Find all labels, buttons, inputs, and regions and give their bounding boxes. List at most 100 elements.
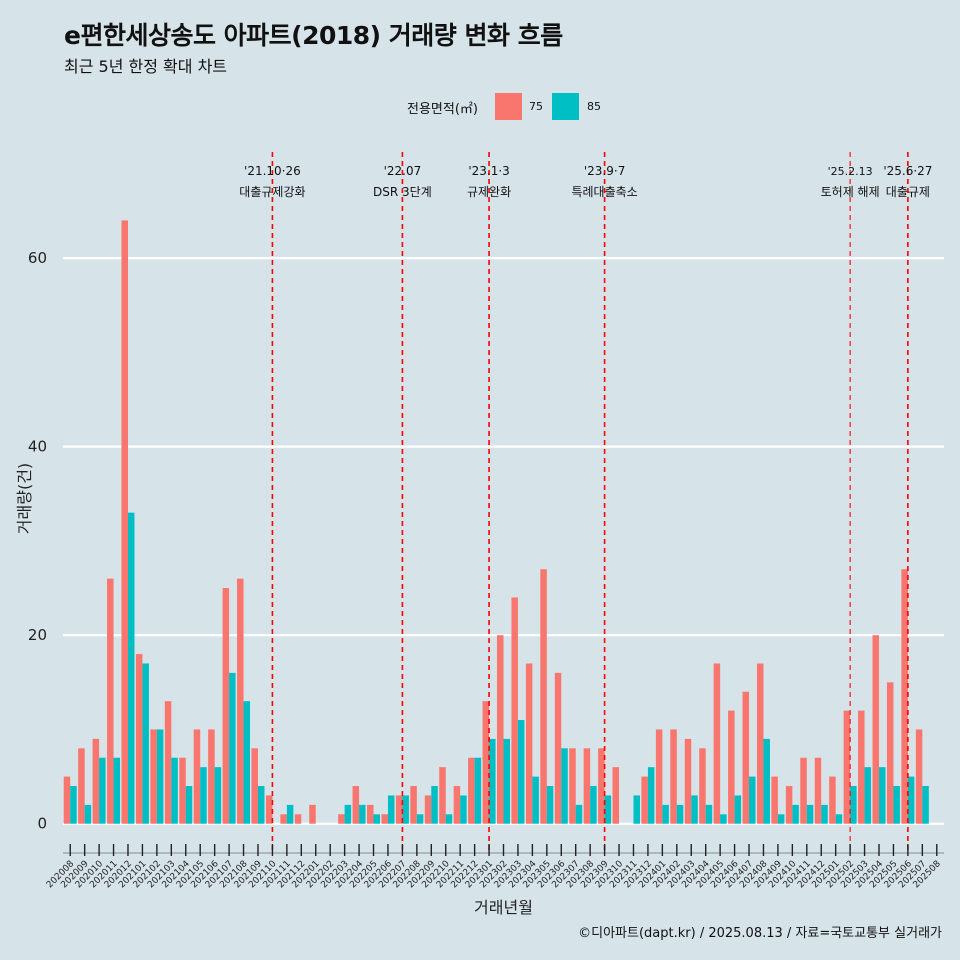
bar-75-202101 xyxy=(135,654,143,824)
bar-85-202102 xyxy=(156,729,164,824)
bar-75-202504 xyxy=(872,635,880,824)
bar-75-202111 xyxy=(280,814,287,824)
y-tick-label-40: 40 xyxy=(28,438,47,456)
bar-75-202310 xyxy=(612,767,620,824)
bar-85-202412 xyxy=(821,804,828,824)
chart-subtitle: 최근 5년 한정 확대 차트 xyxy=(64,57,228,76)
bar-85-202106 xyxy=(214,767,222,824)
legend-label-75: 75 xyxy=(529,100,543,113)
bar-85-202109 xyxy=(257,786,265,824)
y-axis-title: 거래량(건) xyxy=(15,463,34,534)
bar-75-202112 xyxy=(294,814,302,824)
bar-75-202407 xyxy=(742,691,750,824)
bar-85-202501 xyxy=(835,814,843,824)
bar-85-202105 xyxy=(200,767,207,824)
legend-key-85 xyxy=(552,93,579,120)
event-date-202506: '25.6·27 xyxy=(883,164,932,178)
bar-75-202210 xyxy=(439,767,446,824)
bar-75-202305 xyxy=(540,569,547,824)
event-date-202309: '23.9·7 xyxy=(584,164,625,178)
bar-75-202308 xyxy=(583,748,591,824)
bar-75-202108 xyxy=(237,578,244,824)
bar-75-202309 xyxy=(598,748,605,824)
bar-75-202303 xyxy=(511,597,518,824)
bar-75-202410 xyxy=(785,786,793,824)
bar-75-202107 xyxy=(222,588,230,824)
event-date-202110: '21.10·26 xyxy=(244,164,301,178)
bar-85-202302 xyxy=(503,738,510,824)
bar-75-202008 xyxy=(63,776,71,824)
y-tick-label-60: 60 xyxy=(28,249,47,267)
bar-85-202101 xyxy=(142,663,149,824)
event-date-202207: '22.07 xyxy=(384,164,422,178)
bar-75-202209 xyxy=(424,795,432,824)
bar-85-202403 xyxy=(691,795,698,824)
bar-75-202105 xyxy=(193,729,201,824)
bar-85-202306 xyxy=(561,748,568,824)
bar-85-202209 xyxy=(431,786,438,824)
bar-85-202304 xyxy=(532,776,539,824)
bar-75-202304 xyxy=(525,663,533,824)
legend-label-85: 85 xyxy=(587,100,601,113)
bar-85-202111 xyxy=(286,804,294,824)
bar-75-202102 xyxy=(150,729,157,824)
bar-85-202210 xyxy=(445,814,453,824)
event-date-202502: '25.2.13 xyxy=(828,165,873,178)
y-tick-label-0: 0 xyxy=(37,815,47,833)
bar-85-202410 xyxy=(792,804,799,824)
chart-title: e편한세상송도 아파트(2018) 거래량 변화 흐름 xyxy=(64,21,563,50)
bar-85-202507 xyxy=(922,786,929,824)
bar-75-202502 xyxy=(843,710,851,824)
bar-85-202012 xyxy=(127,512,135,824)
bar-75-202411 xyxy=(800,757,807,824)
bar-85-202503 xyxy=(864,767,872,824)
bar-85-202505 xyxy=(893,786,900,824)
bar-85-202008 xyxy=(70,786,77,824)
bar-85-202506 xyxy=(907,776,915,824)
bar-75-202206 xyxy=(381,814,388,824)
bar-75-202207 xyxy=(395,795,403,824)
legend-title: 전용면적(㎡) xyxy=(407,102,478,117)
bar-75-202211 xyxy=(453,786,461,824)
event-label-202309: 특례대출축소 xyxy=(571,185,637,199)
bar-75-202307 xyxy=(569,748,576,824)
bar-75-202401 xyxy=(655,729,663,824)
bar-75-202507 xyxy=(915,729,923,824)
bar-85-202108 xyxy=(243,701,251,824)
bar-75-202109 xyxy=(251,748,258,824)
bar-75-202110 xyxy=(265,795,273,824)
bar-75-202201 xyxy=(309,804,316,824)
event-label-202207: DSR 3단계 xyxy=(373,185,432,199)
bar-75-202212 xyxy=(468,757,475,824)
bar-75-202409 xyxy=(771,776,778,824)
bar-85-202307 xyxy=(575,804,583,824)
bar-85-202504 xyxy=(879,767,886,824)
bar-75-202406 xyxy=(728,710,735,824)
bar-85-202401 xyxy=(662,804,669,824)
bar-75-202203 xyxy=(338,814,345,824)
bar-75-202405 xyxy=(713,663,721,824)
bar-85-202409 xyxy=(777,814,785,824)
bar-85-202402 xyxy=(676,804,684,824)
bar-85-202311 xyxy=(633,795,640,824)
bar-75-202301 xyxy=(482,701,490,824)
legend-key-75 xyxy=(495,93,522,120)
bar-85-202010 xyxy=(99,757,106,824)
bar-75-202402 xyxy=(670,729,677,824)
event-label-202110: 대출규제강화 xyxy=(239,185,305,199)
bar-85-202208 xyxy=(416,814,424,824)
y-tick-label-20: 20 xyxy=(28,626,47,644)
event-label-202301: 규제완화 xyxy=(467,185,511,199)
bar-85-202204 xyxy=(359,804,366,824)
caption: ©디아파트(dapt.kr) / 2025.08.13 / 자료=국토교통부 실… xyxy=(578,926,942,941)
x-axis-title: 거래년월 xyxy=(474,898,533,917)
bar-85-202212 xyxy=(474,757,482,824)
bar-85-202104 xyxy=(185,786,193,824)
bar-85-202411 xyxy=(806,804,814,824)
bar-75-202505 xyxy=(886,682,894,824)
bar-75-202104 xyxy=(179,757,186,824)
bar-85-202303 xyxy=(517,720,525,824)
bar-75-202106 xyxy=(208,729,215,824)
event-label-202502: 토허제 해제 xyxy=(821,185,880,199)
